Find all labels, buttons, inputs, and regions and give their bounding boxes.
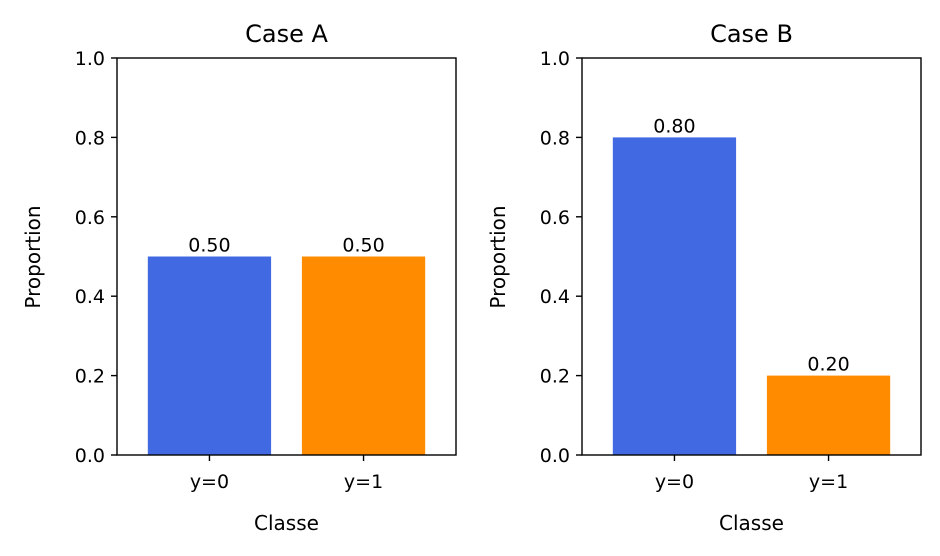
x-tick-label: y=0 — [190, 471, 229, 493]
bar-y=0 — [612, 137, 737, 455]
plot-frame — [581, 57, 922, 456]
data-label: 0.80 — [653, 115, 695, 137]
x-tick-label: y=1 — [344, 471, 383, 493]
x-ticks: y=0 y=1 — [190, 455, 383, 493]
chart-title: Case B — [710, 20, 793, 48]
x-tick-label: y=1 — [809, 471, 848, 493]
y-tick-label: 0.8 — [75, 127, 105, 149]
x-axis-label: Classe — [254, 511, 319, 535]
y-tick-label: 0.4 — [540, 286, 570, 308]
y-tick-label: 0.0 — [540, 445, 570, 467]
y-tick-label: 0.2 — [540, 366, 570, 388]
data-label: 0.50 — [188, 235, 230, 257]
y-ticks: 0.0 0.2 0.4 0.6 0.8 1.0 — [540, 48, 582, 467]
bar-y=1 — [301, 256, 426, 455]
y-tick-label: 0.8 — [540, 127, 570, 149]
bar-y=0 — [147, 256, 272, 455]
bar-y=1 — [766, 375, 891, 455]
y-tick-label: 0.2 — [75, 366, 105, 388]
y-tick-label: 0.0 — [75, 445, 105, 467]
y-tick-label: 0.6 — [75, 207, 105, 229]
y-ticks: 0.0 0.2 0.4 0.6 0.8 1.0 — [75, 48, 117, 467]
data-label: 0.20 — [807, 354, 849, 376]
x-tick-label: y=0 — [655, 471, 694, 493]
y-axis-label: Proportion — [486, 205, 510, 308]
y-tick-label: 1.0 — [75, 48, 105, 70]
y-tick-label: 0.4 — [75, 286, 105, 308]
y-tick-label: 0.6 — [540, 207, 570, 229]
data-label: 0.50 — [342, 235, 384, 257]
data-labels: 0.80 0.20 — [653, 115, 849, 375]
chart-title: Case A — [245, 20, 328, 48]
x-ticks: y=0 y=1 — [655, 455, 848, 493]
bars — [147, 256, 426, 455]
chart-panel-case-a: Case A Classe Proportion 0.50 0.50 0.0 0.2… — [21, 20, 457, 535]
y-tick-label: 1.0 — [540, 48, 570, 70]
data-labels: 0.50 0.50 — [188, 235, 384, 257]
plot-frame — [116, 57, 457, 456]
bars — [612, 137, 891, 455]
chart-panel-case-b: Case B Classe Proportion 0.80 0.20 0.0 0.2… — [486, 20, 922, 535]
y-axis-label: Proportion — [21, 205, 45, 308]
x-axis-label: Classe — [719, 511, 784, 535]
